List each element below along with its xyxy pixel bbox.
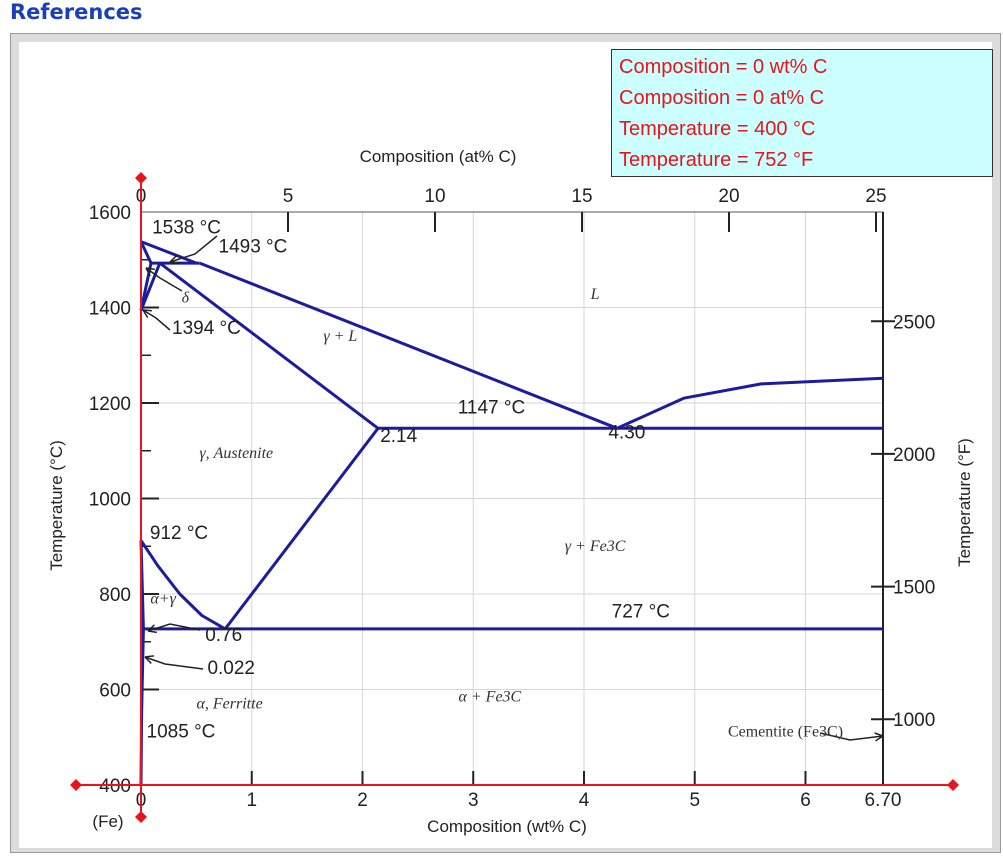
x-tick-label: 6 — [800, 790, 811, 811]
x-tick-label: 5 — [689, 790, 700, 811]
cursor-handle-right[interactable] — [947, 779, 959, 791]
annotation-label: 1538 °C — [152, 217, 221, 238]
arrow-head — [142, 309, 152, 318]
fe-label: (Fe) — [92, 812, 123, 831]
annotation-label: 2.14 — [380, 426, 417, 447]
y-axis-label: Temperature (°C) — [47, 440, 66, 571]
cursor-handle-bottom[interactable] — [135, 811, 147, 823]
f-tick-label: 2500 — [893, 312, 935, 333]
phase-line-liquidus-hypo — [199, 261, 618, 430]
y-tick-label: 600 — [99, 681, 131, 702]
readout-box: Composition = 0 wt% C Composition = 0 at… — [611, 49, 993, 177]
annotation-label: 1493 °C — [219, 237, 288, 258]
at-tick-label: 15 — [571, 186, 592, 207]
f-tick-label: 1500 — [893, 578, 935, 599]
readout-temperature-f: Temperature = 752 °F — [619, 149, 814, 171]
annotation-label: Cementite (Fe3C) — [728, 723, 843, 740]
page-title: References — [10, 0, 143, 24]
leader-0022 — [144, 656, 204, 670]
annotation-label: 4.30 — [608, 422, 645, 443]
phase-label: α, Ferritte — [197, 696, 263, 713]
x-axis-label: Composition (wt% C) — [427, 817, 587, 836]
readout-composition-wt: Composition = 0 wt% C — [619, 56, 828, 78]
annotation-label: 727 °C — [612, 601, 670, 622]
y-tick-label: 1200 — [89, 394, 131, 415]
y-tick-label: 400 — [99, 776, 131, 797]
at-tick-label: 10 — [424, 186, 445, 207]
right-axis-label: Temperature (°F) — [955, 438, 974, 567]
at-tick-label: 20 — [718, 186, 739, 207]
annotation-label: 1394 °C — [172, 318, 241, 339]
phase-label: α + Fe3C — [458, 688, 521, 705]
phase-label: γ + L — [323, 328, 357, 345]
x-tick-label: 2 — [357, 790, 368, 811]
phase-line-delta-gamma-lower — [139, 262, 162, 311]
leader-1394 — [142, 309, 171, 331]
leader-076 — [147, 623, 201, 632]
arrow-head — [144, 655, 154, 664]
leader-1493 — [169, 235, 218, 263]
phase-line-acm-line — [224, 427, 380, 630]
x-tick-label: 4 — [579, 790, 590, 811]
annotation-label: 0.022 — [207, 658, 255, 679]
phase-label: α+γ — [150, 591, 176, 608]
at-tick-label: 25 — [865, 186, 886, 207]
at-tick-label: 5 — [283, 186, 294, 207]
readout-temperature-c: Temperature = 400 °C — [619, 118, 816, 140]
phase-label: γ, Austenite — [199, 445, 273, 462]
arrow-head — [145, 267, 155, 277]
arrow-head — [874, 732, 884, 742]
y-tick-label: 1000 — [89, 490, 131, 511]
leader-cementite — [819, 732, 884, 741]
phase-line-liquidus-hyper — [616, 376, 884, 430]
y-tick-label: 800 — [99, 585, 131, 606]
phase-label: L — [590, 286, 600, 303]
annotation-label: 1147 °C — [458, 398, 525, 419]
readout-composition-at: Composition = 0 at% C — [619, 87, 825, 109]
x-tick-label: 1 — [246, 790, 257, 811]
top-axis-label: Composition (at% C) — [360, 147, 517, 166]
x-tick-label: 6.70 — [865, 790, 902, 811]
cursor-handle-left[interactable] — [70, 779, 82, 791]
x-tick-label: 3 — [468, 790, 479, 811]
arrow-head — [169, 255, 179, 265]
phase-line-delta-solidus — [139, 240, 153, 264]
annotation-label: 912 °C — [150, 523, 208, 544]
phase-line-solidus-austenite — [158, 261, 379, 430]
phase-label: γ + Fe3C — [565, 538, 626, 555]
annotation-label: 0.76 — [205, 625, 242, 646]
phase-line-delta-liquidus — [140, 240, 197, 265]
cursor-handle-top[interactable] — [135, 172, 147, 184]
f-tick-label: 1000 — [893, 710, 935, 731]
y-tick-label: 1400 — [89, 299, 131, 320]
f-tick-label: 2000 — [893, 445, 935, 466]
arrow-head — [147, 624, 157, 634]
y-tick-label: 1600 — [89, 203, 131, 224]
phase-line-a3-line — [139, 539, 226, 631]
annotation-label: 1085 °C — [147, 721, 216, 742]
phase-label: δ — [182, 290, 190, 307]
leader-delta — [145, 267, 183, 292]
